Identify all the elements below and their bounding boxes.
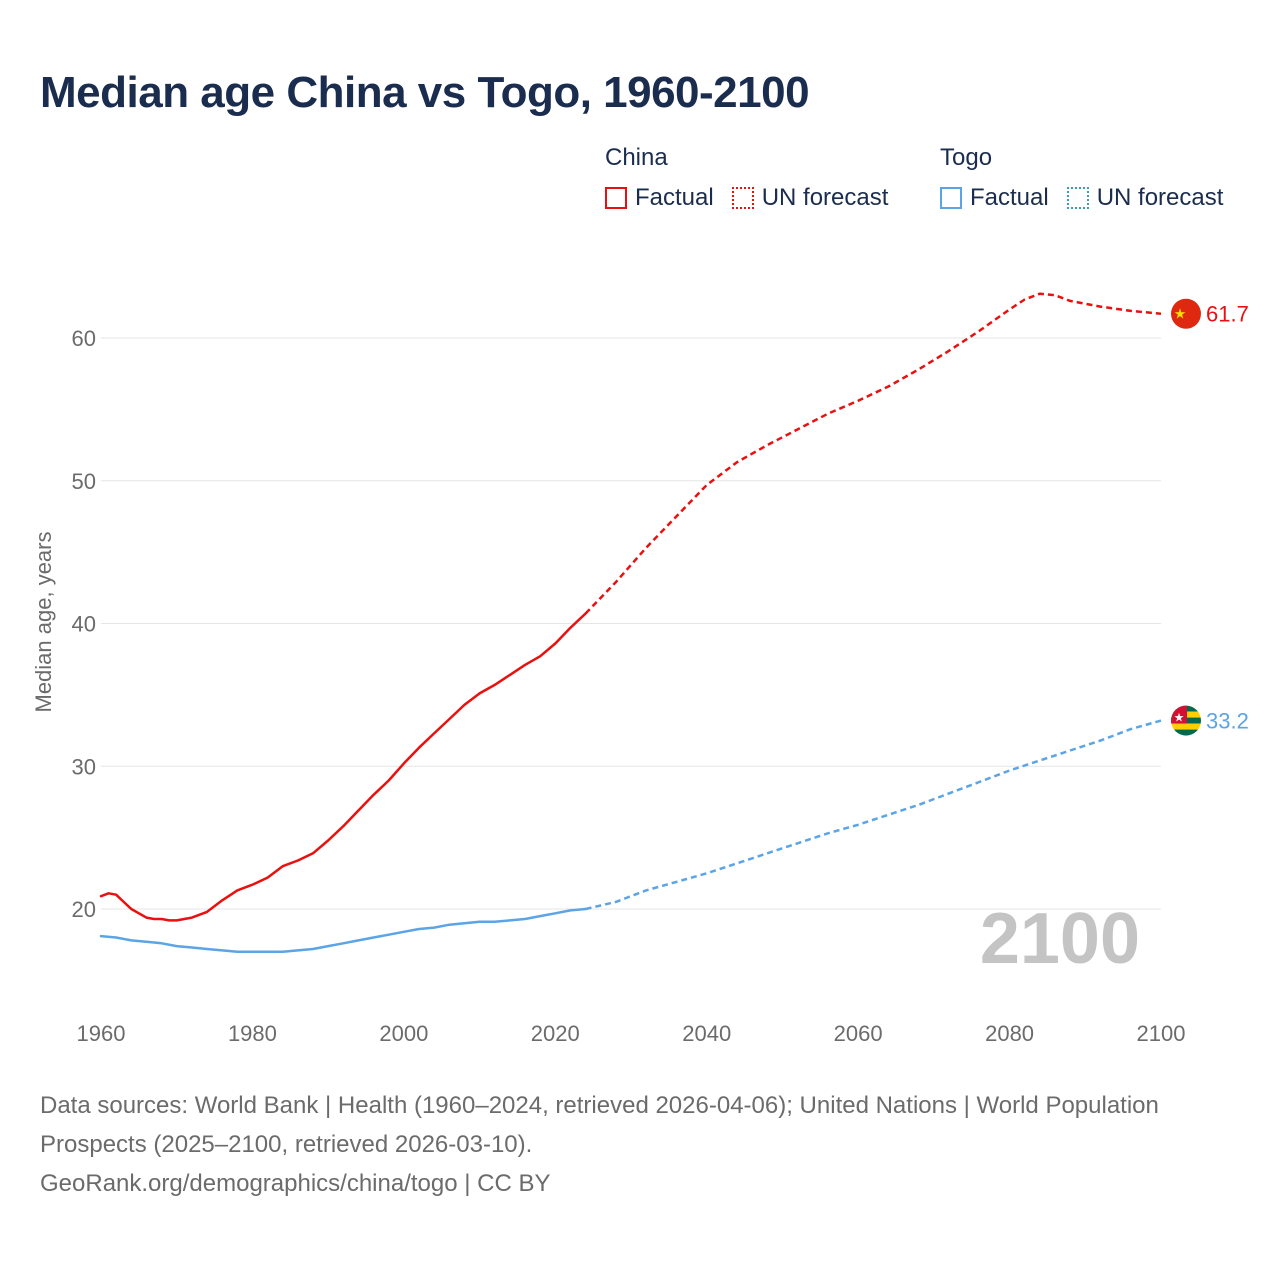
togo-factual-line [99,907,587,954]
legend-togo-forecast-swatch [1066,187,1089,209]
china-flag-star: ★ [1174,306,1187,322]
x-tick-label: 1980 [228,1021,277,1046]
china-flag-icon [1171,298,1201,329]
legend-togo-forecast-label: UN forecast [1096,184,1224,211]
end-value-label: 61.7 [1206,302,1249,327]
legend-togo-factual[interactable]: Factual [940,184,1049,212]
legend-china-factual[interactable]: Factual [605,184,714,212]
x-tick-label: 2060 [834,1021,883,1046]
y-axis-label: Median age, years [31,532,56,713]
togo-forecast-line [585,719,1162,911]
legend-togo-forecast[interactable]: UN forecast [1066,184,1224,212]
y-tick-label: 30 [72,754,96,779]
legend-togo-name: Togo [940,144,993,171]
legend-togo-factual-swatch [940,187,962,209]
x-tick-label: 2020 [531,1021,580,1046]
legend-china-factual-swatch [605,187,627,209]
y-tick-label: 40 [72,612,96,637]
togo-flag-stripe [1171,723,1201,730]
x-tick-label: 2040 [682,1021,731,1046]
footer: Data sources: World Bank | Health (1960–… [40,1086,1220,1203]
x-tick-label: 2080 [985,1021,1034,1046]
footer-link[interactable]: GeoRank.org/demographics/china/togo | CC… [40,1170,551,1197]
y-tick-label: 20 [72,897,96,922]
legend-china-factual-label: Factual [635,184,714,211]
legend-china: China Factual UN forecast [605,144,906,212]
legend-china-forecast[interactable]: UN forecast [731,184,889,212]
legend-china-name: China [605,144,668,171]
y-tick-label: 50 [72,469,96,494]
y-tick-label: 60 [72,326,96,351]
chart-title: Median age China vs Togo, 1960-2100 [40,68,810,117]
x-tick-label: 2000 [379,1021,428,1046]
togo-flag-star: ★ [1174,711,1185,725]
legend-china-forecast-swatch [731,187,754,209]
china-forecast-line [584,292,1162,615]
togo-flag-stripe [1171,729,1201,736]
x-tick-label: 1960 [77,1021,126,1046]
footer-sources: Data sources: World Bank | Health (1960–… [40,1092,1159,1158]
year-watermark: 2100 [980,899,1140,979]
legend-china-forecast-label: UN forecast [761,184,889,211]
end-value-label: 33.2 [1206,709,1249,734]
legend-togo-factual-label: Factual [970,184,1049,211]
x-tick-label: 2100 [1137,1021,1186,1046]
legend-togo: Togo Factual UN forecast [940,144,1223,212]
china-factual-line [99,612,587,922]
